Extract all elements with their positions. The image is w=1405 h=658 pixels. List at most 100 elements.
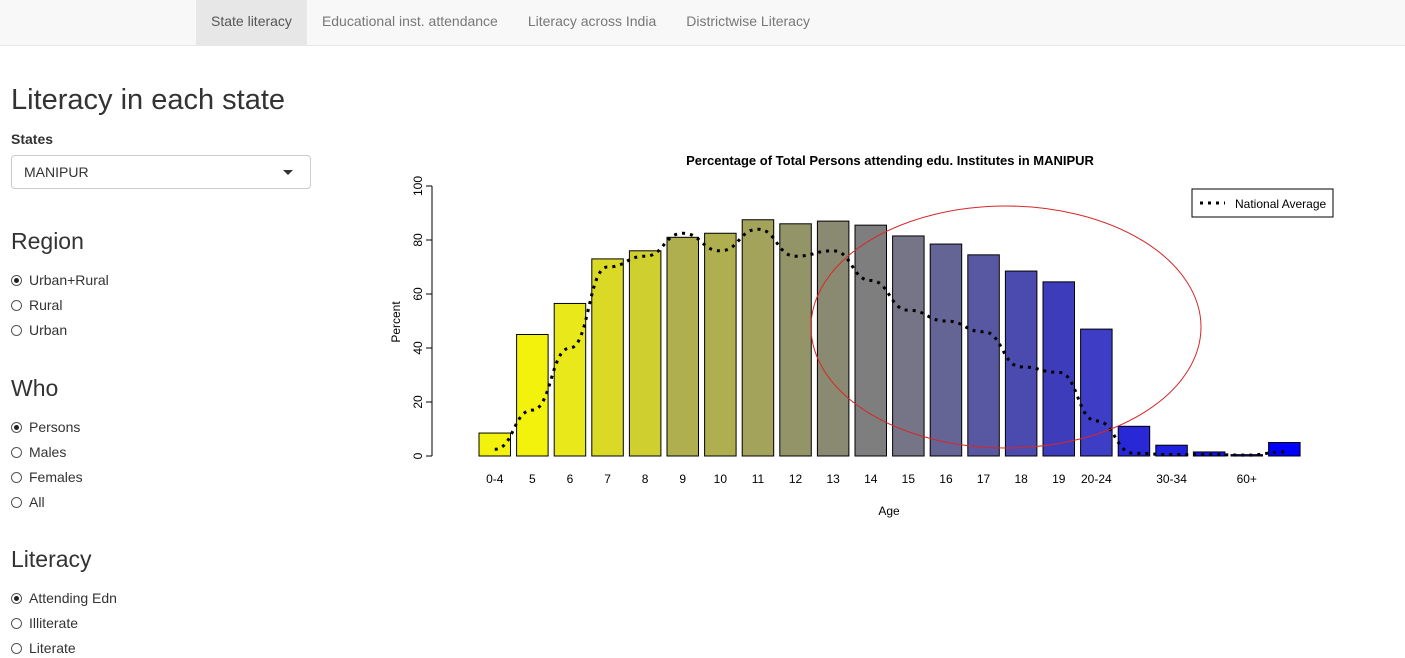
radio-females[interactable]: Females (11, 467, 83, 487)
x-tick-label: 15 (902, 472, 916, 486)
y-tick-label: 40 (411, 341, 425, 355)
tab-state-literacy[interactable]: State literacy (196, 0, 307, 46)
radio-label: Persons (29, 419, 81, 435)
bar (1042, 281, 1075, 457)
bar (929, 243, 963, 457)
radio-literate[interactable]: Literate (11, 638, 76, 658)
radio-label: Urban+Rural (29, 272, 109, 288)
radio-label: Urban (29, 322, 68, 338)
radio-unchecked-icon (11, 496, 22, 508)
literacy-title: Literacy (11, 546, 92, 572)
radio-label: Attending Edn (29, 590, 117, 606)
bar (516, 334, 549, 457)
states-select-value: MANIPUR (24, 164, 89, 180)
radio-checked-icon (11, 274, 22, 286)
x-tick-label: 0-4 (486, 472, 504, 486)
tab-districtwise-literacy[interactable]: Districtwise Literacy (686, 13, 810, 29)
bar (666, 236, 699, 457)
radio-unchecked-icon (11, 617, 22, 629)
bar (816, 220, 850, 457)
x-tick-label: 9 (679, 472, 686, 486)
tab-literacy-across-india[interactable]: Literacy across India (527, 13, 657, 29)
x-tick-label: 18 (1014, 472, 1028, 486)
tab-bar: State literacy Educational inst. attenda… (196, 0, 825, 46)
y-tick-label: 100 (411, 176, 425, 196)
x-tick-label: 30-34 (1156, 472, 1187, 486)
x-tick-label: 20-24 (1081, 472, 1112, 486)
y-tick-label: 20 (411, 395, 425, 409)
tab-educational-attendance[interactable]: Educational inst. attendance (321, 13, 498, 29)
bars (478, 219, 1301, 457)
bar (478, 432, 511, 457)
bar (628, 250, 662, 457)
radio-label: Females (29, 469, 83, 485)
x-tick-label: 12 (789, 472, 803, 486)
radio-unchecked-icon (11, 642, 22, 654)
y-tick-label: 0 (411, 452, 425, 459)
x-tick-label: 14 (864, 472, 878, 486)
y-tick-label: 80 (411, 233, 425, 247)
states-label: States (11, 131, 54, 147)
who-title: Who (11, 375, 59, 401)
radio-unchecked-icon (11, 299, 22, 311)
legend-entry: National Average (1235, 197, 1327, 211)
x-tick-label: 10 (714, 472, 728, 486)
radio-all[interactable]: All (11, 492, 45, 512)
radio-label: All (29, 494, 45, 510)
bar (1004, 270, 1038, 457)
x-tick-label: 8 (642, 472, 649, 486)
y-tick-label: 60 (411, 287, 425, 301)
bar (1117, 425, 1151, 457)
states-select[interactable]: MANIPUR (11, 155, 311, 189)
annotation-ellipse (810, 205, 1202, 449)
x-tick-label: 11 (752, 472, 765, 486)
region-title: Region (11, 228, 84, 254)
x-tick-label: 16 (939, 472, 953, 486)
radio-label: Literate (29, 640, 76, 656)
radio-rural[interactable]: Rural (11, 295, 62, 315)
bar (779, 223, 812, 457)
x-tick-label: 60+ (1237, 472, 1257, 486)
x-axis-label: Age (878, 504, 900, 518)
legend: National Average (1191, 188, 1334, 218)
bar (1230, 454, 1263, 457)
radio-unchecked-icon (11, 446, 22, 458)
navbar: State literacy Educational inst. attenda… (0, 0, 1405, 46)
x-tick-label: 19 (1052, 472, 1066, 486)
radio-checked-icon (11, 592, 22, 604)
radio-label: Rural (29, 297, 63, 313)
bar (1080, 328, 1113, 457)
x-tick-label: 13 (826, 472, 840, 486)
radio-unchecked-icon (11, 324, 22, 336)
y-axis: 0 20 40 60 80 100 (411, 176, 433, 459)
bar (967, 254, 1000, 457)
x-tick-label: 5 (529, 472, 536, 486)
radio-illiterate[interactable]: Illiterate (11, 613, 78, 633)
x-tick-labels: 0-4 5 6 7 8 9 10 11 12 13 14 15 16 17 18 19 20-24 30-34 60… (486, 472, 1257, 486)
radio-unchecked-icon (11, 471, 22, 483)
radio-label: Males (29, 444, 67, 460)
bar (1268, 442, 1301, 457)
x-tick-label: 17 (977, 472, 991, 486)
bar (892, 235, 925, 457)
bar (854, 224, 887, 457)
bar (591, 258, 624, 457)
page-title: Literacy in each state (11, 84, 286, 116)
bar (741, 219, 775, 457)
radio-urban[interactable]: Urban (11, 320, 67, 340)
chart-title: Percentage of Total Persons attending ed… (686, 153, 1094, 168)
radio-checked-icon (11, 421, 22, 433)
bar (1192, 451, 1226, 457)
radio-label: Illiterate (29, 615, 79, 631)
bar (704, 232, 737, 457)
y-axis-label: Percent (389, 301, 403, 343)
bar (553, 302, 587, 457)
legend-box (1191, 188, 1334, 218)
chevron-down-icon (283, 170, 293, 175)
radio-persons[interactable]: Persons (11, 417, 80, 437)
radio-males[interactable]: Males (11, 442, 66, 462)
attendance-chart: Percentage of Total Persons attending ed… (389, 153, 1334, 518)
radio-attending-edn[interactable]: Attending Edn (11, 588, 117, 608)
x-tick-label: 6 (567, 472, 574, 486)
radio-urban-rural[interactable]: Urban+Rural (11, 270, 109, 290)
